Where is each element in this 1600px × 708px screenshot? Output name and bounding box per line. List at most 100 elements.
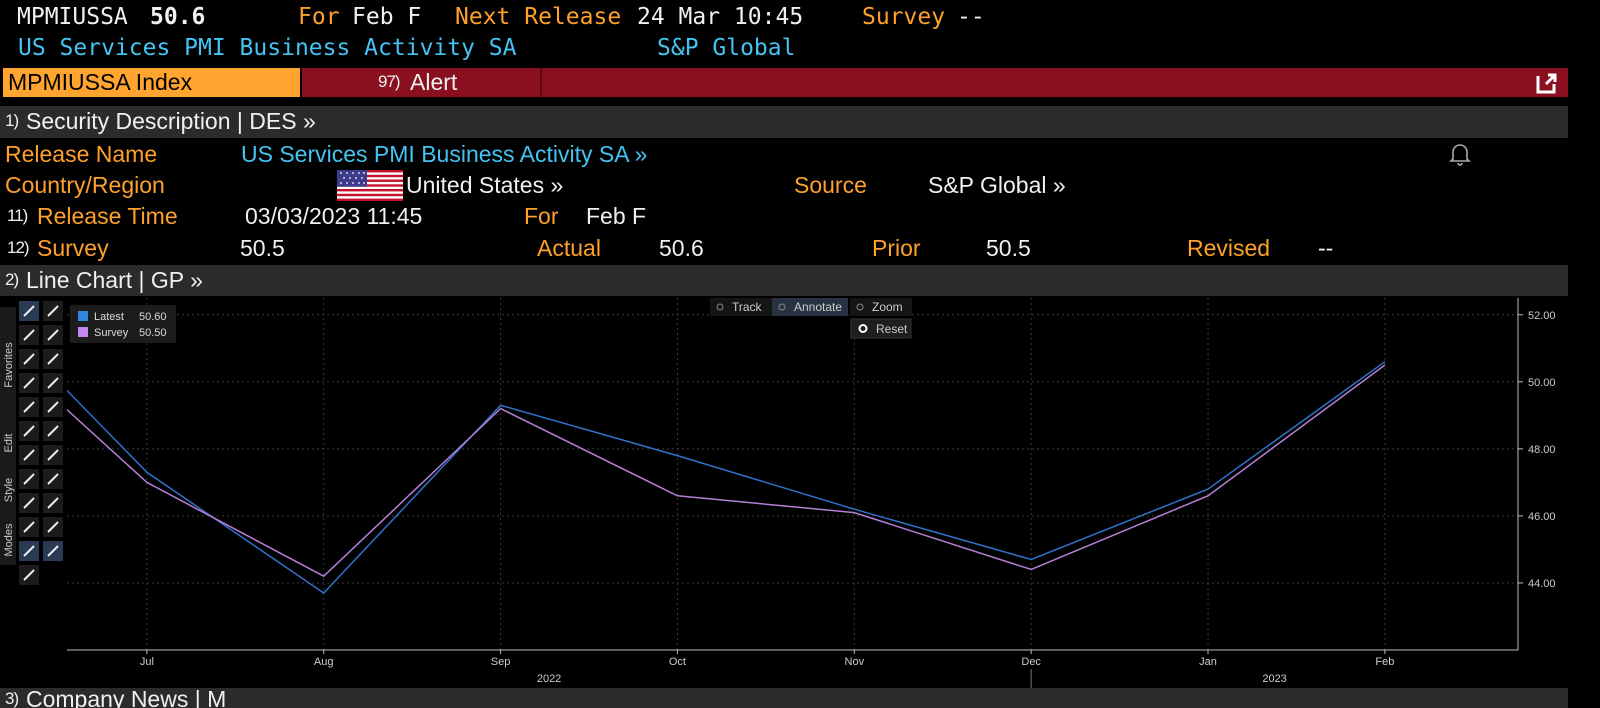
- tool-glyph: [23, 569, 35, 581]
- survey-num: 12): [7, 238, 30, 257]
- country-label: Country/Region: [5, 172, 165, 198]
- tool-glyph: [47, 497, 59, 509]
- y-tick-label: 44.00: [1528, 578, 1556, 590]
- y-tick-label: 52.00: [1528, 310, 1556, 322]
- tool-glyph: [47, 353, 59, 365]
- x-tick-label: Sep: [491, 656, 511, 668]
- tool-glyph: [23, 545, 35, 557]
- security-tab[interactable]: [3, 68, 300, 97]
- bell-icon[interactable]: [1448, 141, 1472, 167]
- palette-tab[interactable]: Favorites: [3, 342, 15, 388]
- reset-icon: [858, 324, 868, 333]
- section-bar: [0, 265, 1568, 296]
- palette-tab[interactable]: Modes: [3, 523, 15, 557]
- legend-swatch: [78, 311, 88, 321]
- revised: --: [1318, 235, 1334, 261]
- survey-label: Survey: [862, 4, 946, 30]
- toolbar-label: Track: [732, 300, 763, 314]
- palette-tab[interactable]: Style: [3, 478, 15, 502]
- tool-glyph: [23, 449, 35, 461]
- tool-glyph: [47, 521, 59, 533]
- prior-label: Prior: [872, 235, 921, 261]
- next-value: 24 Mar 10:45: [637, 4, 804, 30]
- for-value: Feb F: [352, 4, 422, 30]
- line-chart: 44.00 46.00 48.00 50.00 52.00 Jul Aug Sep Oct Nov…: [0, 298, 1556, 688]
- actual: 50.6: [659, 235, 704, 261]
- prior: 50.5: [986, 235, 1031, 261]
- legend-swatch: [78, 327, 88, 337]
- tool-glyph: [23, 401, 35, 413]
- toolbar-label: Zoom: [872, 300, 903, 314]
- survey-value: --: [957, 4, 985, 30]
- alert-num: 97): [378, 72, 401, 91]
- palette-tabs: [0, 307, 16, 565]
- series-line: [67, 364, 1386, 578]
- tool-glyph: [23, 425, 35, 437]
- title[interactable]: Line Chart | GP »: [26, 267, 203, 293]
- legend-value: 50.50: [139, 327, 167, 339]
- actual-label: Actual: [537, 235, 601, 261]
- legend-value: 50.60: [139, 311, 167, 323]
- survey: 50.5: [240, 235, 285, 261]
- last: 50.6: [150, 4, 206, 30]
- year-label: 2022: [537, 673, 561, 685]
- survey-label: Survey: [37, 235, 109, 261]
- tool-glyph: [47, 449, 59, 461]
- tool-glyph: [23, 521, 35, 533]
- country: United States »: [406, 172, 564, 198]
- toolbar-icon: [856, 303, 864, 311]
- release-name: US Services PMI Business Activity SA »: [241, 141, 648, 167]
- toolbar-button[interactable]: [850, 298, 912, 316]
- revised-label: Revised: [1187, 235, 1271, 261]
- x-tick-label: Aug: [314, 656, 334, 668]
- release-name-label: Release Name: [5, 141, 158, 167]
- for-label: For: [298, 4, 340, 30]
- tool-glyph: [47, 329, 59, 341]
- section-bar: [0, 688, 1568, 708]
- toolbar-button[interactable]: [772, 298, 848, 316]
- tool-glyph: [23, 377, 35, 389]
- source: S&P Global »: [928, 172, 1066, 198]
- reset-button[interactable]: [850, 318, 912, 339]
- y-tick-label: 46.00: [1528, 511, 1556, 523]
- x-tick-label: Nov: [845, 656, 865, 668]
- series-line: [67, 361, 1386, 594]
- tool-glyph: [47, 401, 59, 413]
- num: 3): [5, 689, 19, 708]
- toolbar-label: Annotate: [794, 300, 842, 314]
- release-time-num: 11): [7, 206, 28, 225]
- next-label: Next Release: [455, 4, 622, 30]
- toolbar-icon: [778, 303, 786, 311]
- popout-icon[interactable]: [1535, 71, 1559, 95]
- release-time-label: Release Time: [37, 203, 178, 229]
- title[interactable]: Security Description | DES »: [26, 108, 316, 134]
- tool-glyph: [47, 425, 59, 437]
- tool-glyph: [47, 377, 59, 389]
- x-tick-label: Jul: [140, 656, 154, 668]
- x-tick-label: Feb: [1375, 656, 1394, 668]
- tool-glyph: [23, 497, 35, 509]
- palette-tab[interactable]: Edit: [3, 434, 15, 453]
- tool-glyph: [47, 305, 59, 317]
- security[interactable]: MPMIUSSA Index: [8, 69, 193, 95]
- num: 1): [5, 111, 19, 130]
- x-tick-label: Oct: [669, 656, 686, 668]
- toolbar-icon: [716, 303, 724, 311]
- tool-glyph: [47, 473, 59, 485]
- section-bar: [0, 106, 1568, 138]
- source-label: Source: [794, 172, 867, 198]
- source: S&P Global: [657, 35, 796, 61]
- ticker: MPMIUSSA: [17, 4, 128, 30]
- title[interactable]: Company News | M: [26, 686, 227, 708]
- year-label: 2023: [1262, 673, 1286, 685]
- legend-name: Latest: [94, 311, 124, 323]
- name: US Services PMI Business Activity SA: [18, 35, 517, 61]
- x-tick-label: Dec: [1021, 656, 1041, 668]
- tool-glyph: [47, 545, 59, 557]
- num: 2): [5, 270, 19, 289]
- x-tick-label: Jan: [1199, 656, 1217, 668]
- alert[interactable]: Alert: [410, 69, 458, 95]
- tool-glyph: [23, 353, 35, 365]
- alert-bar[interactable]: [302, 68, 1568, 97]
